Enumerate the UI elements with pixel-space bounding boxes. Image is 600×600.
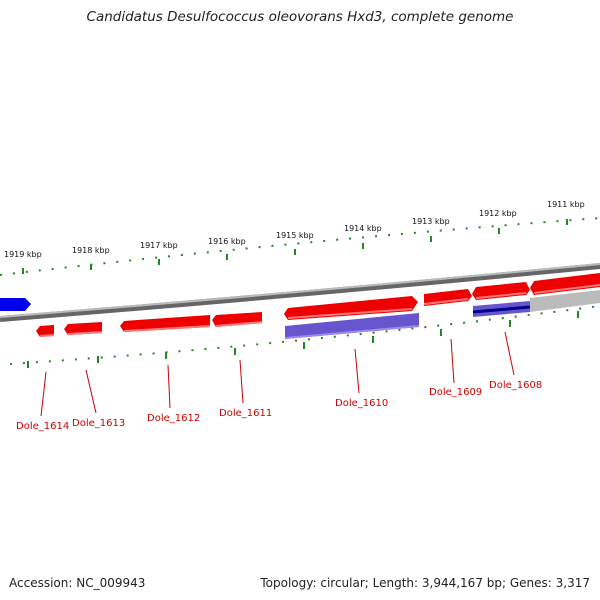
gene-label[interactable]: Dole_1613: [72, 418, 125, 429]
genome-stats-text: Topology: circular; Length: 3,944,167 bp…: [260, 576, 590, 590]
outer-major-ticks: [22, 219, 568, 274]
gene-label[interactable]: Dole_1614: [16, 421, 69, 432]
scale-label: 1916 kbp: [208, 237, 246, 246]
gene-label[interactable]: Dole_1609: [429, 387, 482, 398]
inner-major-ticks: [27, 311, 579, 368]
inner-scale-track: [9, 305, 600, 365]
genome-backbone: [0, 263, 600, 322]
gene-arrow[interactable]: [36, 325, 54, 337]
gene-arrow-blue[interactable]: [0, 298, 31, 311]
scale-label: 1914 kbp: [344, 224, 382, 233]
gene-arrow-grey[interactable]: [530, 290, 600, 312]
gene-arrow[interactable]: [284, 296, 418, 320]
scale-label: 1919 kbp: [4, 250, 42, 259]
reverse-strand-genes[interactable]: [36, 290, 600, 339]
gene-leader-lines: [40, 331, 515, 417]
scale-label: 1913 kbp: [412, 217, 450, 226]
gene-arrow-purple[interactable]: [285, 313, 419, 339]
page-title: Candidatus Desulfococcus oleovorans Hxd3…: [86, 9, 514, 25]
scale-label: 1915 kbp: [276, 231, 314, 240]
scale-label: 1917 kbp: [140, 241, 178, 250]
gene-label[interactable]: Dole_1608: [489, 380, 542, 391]
scale-labels: 1919 kbp 1918 kbp 1917 kbp 1916 kbp 1915…: [4, 200, 585, 259]
gene-label[interactable]: Dole_1611: [219, 408, 272, 419]
gene-arrow[interactable]: [530, 273, 600, 295]
gene-label[interactable]: Dole_1612: [147, 413, 200, 424]
scale-label: 1911 kbp: [547, 200, 585, 209]
scale-label: 1912 kbp: [479, 209, 517, 218]
gene-arrow[interactable]: [472, 282, 530, 300]
gene-labels[interactable]: Dole_1614 Dole_1613 Dole_1612 Dole_1611 …: [16, 380, 542, 432]
forward-strand-genes[interactable]: [0, 273, 600, 320]
gene-label[interactable]: Dole_1610: [335, 398, 388, 409]
scale-label: 1918 kbp: [72, 246, 110, 255]
accession-text: Accession: NC_009943: [9, 576, 146, 590]
